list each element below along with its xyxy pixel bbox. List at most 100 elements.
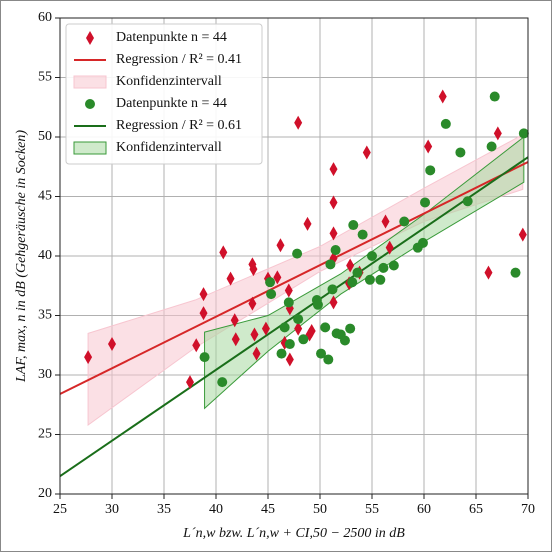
data-point bbox=[388, 260, 399, 271]
data-point bbox=[348, 220, 359, 231]
data-point bbox=[249, 262, 258, 277]
data-point bbox=[399, 216, 410, 227]
data-point bbox=[462, 196, 473, 207]
data-point bbox=[292, 248, 303, 259]
data-point bbox=[298, 334, 309, 345]
data-point bbox=[424, 139, 433, 154]
regression-line bbox=[59, 161, 529, 395]
data-point bbox=[219, 245, 228, 260]
x-tick-label: 65 bbox=[469, 502, 483, 517]
data-point bbox=[425, 165, 436, 176]
plot-border bbox=[59, 17, 529, 495]
data-point bbox=[489, 91, 500, 102]
data-point bbox=[186, 375, 194, 390]
x-tick-label: 35 bbox=[157, 502, 171, 517]
data-point bbox=[266, 289, 277, 300]
y-axis-label: LAF, max, n in dB (Gehgeräusche in Socke… bbox=[14, 130, 29, 383]
y-tick-label: 45 bbox=[38, 189, 52, 204]
legend-label: Datenpunkte n = 44 bbox=[116, 96, 227, 111]
legend-marker bbox=[85, 99, 95, 109]
x-tick-label: 50 bbox=[313, 502, 327, 517]
y-tick-label: 20 bbox=[38, 486, 52, 501]
legend-label: Konfidenzintervall bbox=[116, 140, 222, 155]
x-tick-label: 30 bbox=[105, 502, 119, 517]
y-tick-label: 40 bbox=[38, 248, 52, 263]
data-point bbox=[510, 267, 521, 278]
data-point bbox=[385, 240, 394, 255]
data-point bbox=[362, 145, 371, 160]
data-point bbox=[285, 352, 294, 367]
x-tick-label: 70 bbox=[521, 502, 535, 517]
data-point bbox=[327, 284, 338, 295]
y-tick-label: 60 bbox=[38, 10, 52, 25]
data-point bbox=[199, 352, 210, 363]
x-axis-label: L´n,w bzw. L´n,w + CI,50 − 2500 in dB bbox=[182, 526, 405, 541]
data-point bbox=[493, 126, 502, 141]
data-point bbox=[339, 335, 350, 346]
y-tick-label: 55 bbox=[38, 70, 52, 85]
x-tick-label: 45 bbox=[261, 502, 275, 517]
data-point bbox=[357, 229, 368, 240]
data-point bbox=[518, 128, 529, 139]
data-point bbox=[108, 337, 116, 352]
data-point bbox=[484, 265, 493, 280]
data-point bbox=[438, 89, 447, 104]
legend-box bbox=[65, 23, 263, 165]
data-point bbox=[284, 283, 293, 298]
data-point bbox=[276, 238, 285, 253]
data-point bbox=[252, 346, 261, 361]
y-tick-label: 35 bbox=[38, 308, 52, 323]
data-point bbox=[276, 348, 287, 359]
data-point bbox=[329, 295, 338, 310]
data-point bbox=[440, 118, 451, 129]
data-point bbox=[417, 237, 428, 248]
data-point bbox=[303, 216, 312, 231]
data-point bbox=[294, 321, 303, 336]
data-point bbox=[316, 348, 327, 359]
data-point bbox=[261, 321, 270, 336]
x-tick-label: 60 bbox=[417, 502, 431, 517]
data-point bbox=[307, 323, 316, 338]
y-tick-label: 30 bbox=[38, 367, 52, 382]
data-point bbox=[325, 259, 336, 270]
data-point bbox=[199, 306, 208, 321]
data-point bbox=[199, 287, 208, 302]
data-point bbox=[283, 297, 294, 308]
data-point bbox=[226, 271, 235, 286]
data-point bbox=[323, 354, 334, 365]
data-point bbox=[364, 274, 375, 285]
data-point bbox=[84, 350, 93, 365]
data-point bbox=[230, 313, 239, 328]
data-point bbox=[486, 141, 497, 152]
legend-label: Datenpunkte n = 44 bbox=[116, 30, 227, 45]
data-point bbox=[367, 251, 377, 261]
y-tick-label: 25 bbox=[38, 427, 52, 442]
data-point bbox=[250, 327, 259, 342]
legend-label: Konfidenzintervall bbox=[116, 74, 222, 89]
x-tick-label: 40 bbox=[209, 502, 223, 517]
data-point bbox=[284, 339, 295, 350]
data-point bbox=[345, 323, 356, 334]
data-point bbox=[279, 322, 290, 333]
data-point bbox=[329, 226, 338, 241]
data-point bbox=[346, 258, 355, 273]
data-point bbox=[455, 147, 466, 158]
legend-marker bbox=[73, 141, 107, 155]
data-point bbox=[192, 338, 201, 353]
data-point bbox=[329, 195, 338, 210]
data-point bbox=[378, 262, 389, 273]
x-tick-label: 25 bbox=[53, 502, 67, 517]
data-point bbox=[293, 314, 304, 325]
x-tick-label: 55 bbox=[365, 502, 379, 517]
legend-label: Regression / R² = 0.41 bbox=[116, 52, 242, 67]
data-point bbox=[248, 296, 257, 311]
data-point bbox=[312, 299, 323, 310]
data-point bbox=[320, 322, 331, 333]
y-tick-label: 50 bbox=[38, 129, 52, 144]
legend-label: Regression / R² = 0.61 bbox=[116, 118, 242, 133]
confidence-band bbox=[204, 135, 525, 410]
data-point bbox=[352, 267, 363, 278]
data-point bbox=[265, 277, 276, 288]
data-point bbox=[294, 115, 303, 130]
